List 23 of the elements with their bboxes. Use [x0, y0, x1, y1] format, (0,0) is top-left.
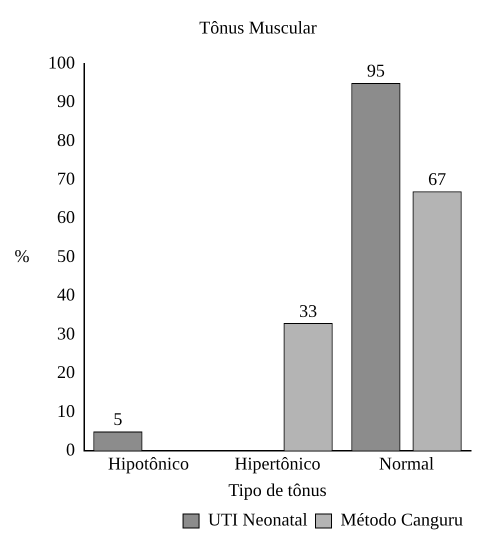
- x-tick-label: Hipotônico: [108, 453, 189, 474]
- legend-label: UTI Neonatal: [208, 510, 308, 530]
- y-tick-label: 30: [57, 323, 75, 344]
- y-tick-label: 40: [57, 284, 75, 305]
- y-tick-label: 70: [57, 168, 75, 188]
- y-tick-label: 10: [57, 400, 75, 421]
- x-axis-title: Tipo de tônus: [228, 480, 327, 500]
- y-tick-label: 50: [57, 246, 75, 266]
- y-tick-label: 20: [57, 362, 75, 382]
- data-label: 5: [113, 409, 122, 430]
- data-label: 95: [366, 60, 385, 81]
- y-tick-label: 90: [57, 91, 75, 112]
- y-tick-label: 60: [57, 207, 75, 228]
- legend-label: Método Canguru: [340, 510, 463, 530]
- y-tick-label: 0: [66, 440, 75, 460]
- data-label: 33: [299, 300, 318, 321]
- data-label: 67: [428, 169, 446, 190]
- y-axis-title: %: [14, 246, 30, 266]
- y-tick-label: 80: [57, 130, 75, 150]
- y-tick-label: 100: [48, 52, 75, 72]
- x-tick-label: Normal: [379, 453, 434, 474]
- x-tick-label: Hipertônico: [234, 453, 320, 474]
- chart-title: Tônus Muscular: [199, 18, 317, 38]
